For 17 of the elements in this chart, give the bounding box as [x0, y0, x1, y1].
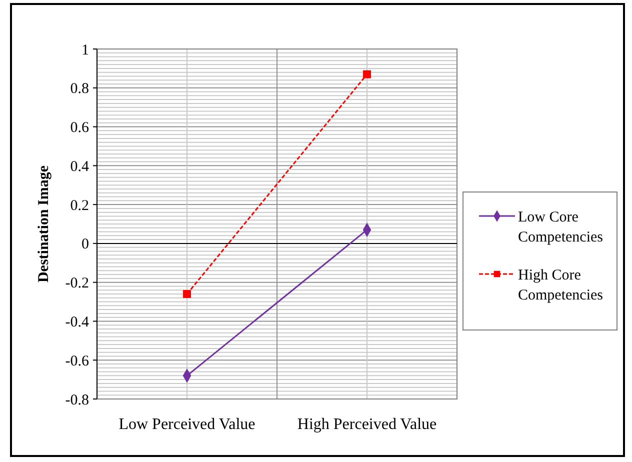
y-tick-label: 0.6	[70, 120, 90, 136]
point	[363, 70, 371, 78]
point	[183, 290, 191, 298]
y-tick-label: -0.8	[65, 392, 89, 408]
y-tick-label: 0.8	[70, 81, 89, 98]
y-tick-label: -0.4	[65, 314, 90, 330]
legend-label: Low Core Competencies	[518, 209, 604, 246]
y-tick-label: 0.2	[70, 198, 89, 214]
y-axis-title: Destination Image	[36, 165, 52, 283]
y-tick-label: 1	[82, 42, 89, 58]
legend-label: High Core Competencies	[518, 267, 604, 304]
y-tick-label: 0	[82, 236, 89, 253]
y-tick-label: 0.4	[70, 158, 90, 175]
x-tick-label: High Perceived Value	[297, 416, 437, 433]
x-tick-label: Low Perceived Value	[118, 416, 256, 433]
y-tick-label: -0.2	[65, 276, 89, 292]
y-tick-label: -0.6	[65, 353, 90, 370]
